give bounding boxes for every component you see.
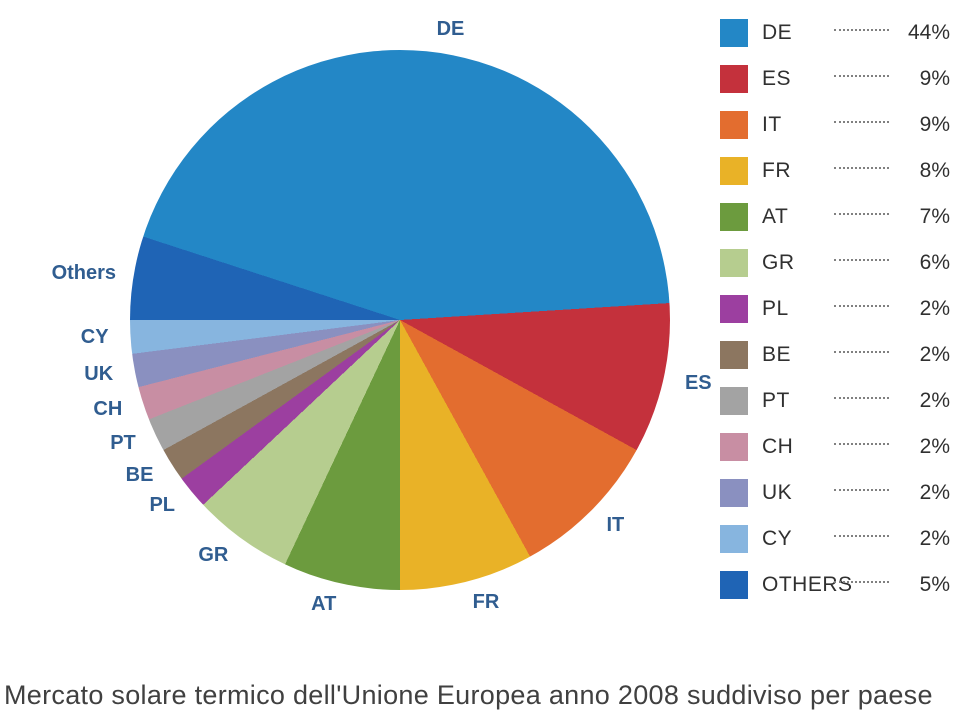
legend-dots xyxy=(834,29,889,31)
slice-label-pl: PL xyxy=(115,494,175,517)
legend-row-pl: PL 2% xyxy=(720,286,950,332)
legend-swatch xyxy=(720,341,748,369)
legend-value: 2% xyxy=(895,343,950,367)
legend-dots xyxy=(834,489,889,491)
legend-row-at: AT 7% xyxy=(720,194,950,240)
legend-row-uk: UK 2% xyxy=(720,470,950,516)
legend-swatch xyxy=(720,433,748,461)
legend-swatch xyxy=(720,249,748,277)
legend-row-it: IT 9% xyxy=(720,102,950,148)
legend-label: FR xyxy=(762,159,832,183)
legend-dots xyxy=(834,167,889,169)
legend-value: 2% xyxy=(895,527,950,551)
legend-row-gr: GR 6% xyxy=(720,240,950,286)
legend-swatch xyxy=(720,65,748,93)
legend-value: 9% xyxy=(895,67,950,91)
legend-swatch xyxy=(720,295,748,323)
legend-label: PT xyxy=(762,389,832,413)
slice-label-at: AT xyxy=(276,593,336,616)
legend-value: 9% xyxy=(895,113,950,137)
legend-row-fr: FR 8% xyxy=(720,148,950,194)
legend-row-de: DE 44% xyxy=(720,10,950,56)
legend-swatch xyxy=(720,387,748,415)
legend-value: 5% xyxy=(895,573,950,597)
slice-label-fr: FR xyxy=(473,591,533,614)
legend-row-ch: CH 2% xyxy=(720,424,950,470)
legend-label: PL xyxy=(762,297,832,321)
slice-label-ch: CH xyxy=(62,398,122,421)
legend-label: GR xyxy=(762,251,832,275)
legend-value: 2% xyxy=(895,481,950,505)
legend-value: 2% xyxy=(895,389,950,413)
legend-dots xyxy=(834,443,889,445)
legend-value: 2% xyxy=(895,435,950,459)
legend-row-others: OTHERS 5% xyxy=(720,562,950,608)
legend-swatch xyxy=(720,157,748,185)
legend-dots xyxy=(834,213,889,215)
slice-label-be: BE xyxy=(93,464,153,487)
legend-label: DE xyxy=(762,21,832,45)
legend-row-be: BE 2% xyxy=(720,332,950,378)
legend-label: ES xyxy=(762,67,832,91)
legend-dots xyxy=(834,581,889,583)
legend-value: 44% xyxy=(895,21,950,45)
chart-container: Others DE ES IT FR AT GR PL BE PT CH UK CY DE 44% ES 9%… xyxy=(0,0,960,723)
legend-label: OTHERS xyxy=(762,573,832,597)
legend-value: 2% xyxy=(895,297,950,321)
legend-dots xyxy=(834,305,889,307)
legend-value: 6% xyxy=(895,251,950,275)
legend-swatch xyxy=(720,525,748,553)
legend-dots xyxy=(834,397,889,399)
legend-value: 8% xyxy=(895,159,950,183)
legend-label: IT xyxy=(762,113,832,137)
legend-label: UK xyxy=(762,481,832,505)
legend-swatch xyxy=(720,571,748,599)
legend-label: BE xyxy=(762,343,832,367)
pie-chart-area: OthersDEESITFRATGRPLBEPTCHUKCY xyxy=(0,0,720,640)
legend-label: CY xyxy=(762,527,832,551)
slice-label-it: IT xyxy=(606,514,666,537)
slice-label-pt: PT xyxy=(76,432,136,455)
legend-dots xyxy=(834,259,889,261)
legend-dots xyxy=(834,75,889,77)
chart-caption: Mercato solare termico dell'Unione Europ… xyxy=(0,680,960,711)
legend-swatch xyxy=(720,111,748,139)
pie-chart xyxy=(130,50,670,590)
slice-label-de: DE xyxy=(437,18,497,41)
legend-row-cy: CY 2% xyxy=(720,516,950,562)
legend-dots xyxy=(834,121,889,123)
slice-label-others: Others xyxy=(52,262,112,285)
legend: DE 44% ES 9% IT 9% FR 8% AT 7% GR 6% PL 2% BE 2% PT 2% CH 2… xyxy=(720,10,950,608)
slice-label-cy: CY xyxy=(49,326,109,349)
legend-dots xyxy=(834,351,889,353)
legend-swatch xyxy=(720,19,748,47)
slice-label-uk: UK xyxy=(53,363,113,386)
legend-label: AT xyxy=(762,205,832,229)
legend-swatch xyxy=(720,479,748,507)
legend-row-pt: PT 2% xyxy=(720,378,950,424)
legend-value: 7% xyxy=(895,205,950,229)
legend-label: CH xyxy=(762,435,832,459)
legend-row-es: ES 9% xyxy=(720,56,950,102)
legend-swatch xyxy=(720,203,748,231)
legend-dots xyxy=(834,535,889,537)
slice-label-gr: GR xyxy=(168,544,228,567)
